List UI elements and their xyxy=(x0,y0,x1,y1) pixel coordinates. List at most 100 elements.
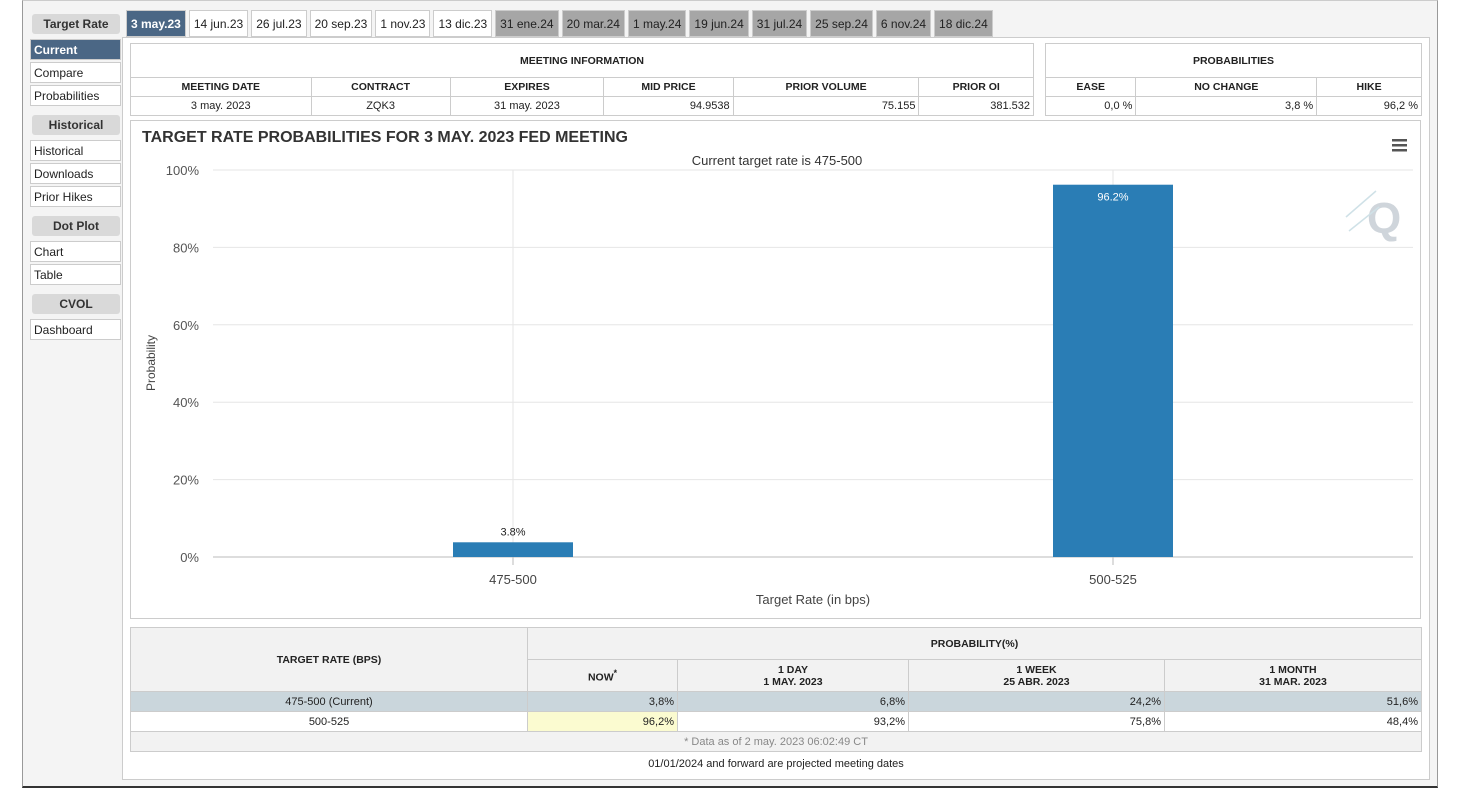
cell: 96,2% xyxy=(527,711,678,732)
meeting-tabs: 3 may.23 14 jun.23 26 jul.23 20 sep.23 1 nov… xyxy=(126,10,993,37)
x-axis-label: Target Rate (in bps) xyxy=(756,592,870,607)
nav-item[interactable]: Chart xyxy=(30,241,121,262)
cell: 31 may. 2023 xyxy=(449,96,605,116)
nav-header: Dot Plot xyxy=(32,216,120,236)
y-tick-label: 60% xyxy=(173,318,199,333)
column-header: MEETING DATE xyxy=(130,77,312,97)
meeting-tab[interactable]: 1 nov.23 xyxy=(375,10,431,37)
data-row: 475-500 (Current) 3,8% 6,8% 24,2% 51,6% xyxy=(130,691,1422,712)
meeting-info: MEETING INFORMATION MEETING DATE CONTRACT E… xyxy=(130,43,1034,116)
column-label: NOW xyxy=(587,671,614,684)
data-row: 0,0 % 3,8 % 96,2 % xyxy=(1044,96,1422,116)
y-tick-label: 0% xyxy=(180,550,199,565)
cell: 24,2% xyxy=(908,691,1165,712)
title-row: PROBABILITIES xyxy=(1045,43,1422,78)
chart: TARGET RATE PROBABILITIES FOR 3 MAY. 202… xyxy=(130,120,1421,619)
y-tick-label: 100% xyxy=(166,163,200,178)
meeting-tab[interactable]: 25 sep.24 xyxy=(810,10,873,37)
meeting-tab[interactable]: 1 may.24 xyxy=(627,10,687,37)
column-label: 1 DAY xyxy=(778,663,808,676)
cell: 51,6% xyxy=(1164,691,1422,712)
column-header: CONTRACT xyxy=(310,77,451,97)
column-header: 1 MONTH 31 MAR. 2023 xyxy=(1164,659,1422,692)
cell: 75,8% xyxy=(908,711,1165,732)
nav-group: Dot Plot Chart Table xyxy=(30,216,121,285)
column-header: EASE xyxy=(1044,77,1137,97)
meeting-tab[interactable]: 31 ene.24 xyxy=(495,10,559,37)
meeting-tab[interactable]: 6 nov.24 xyxy=(875,10,932,37)
group-header: PROBABILITY(%) xyxy=(527,627,1422,660)
column-date: 31 MAR. 2023 xyxy=(1259,675,1327,688)
cell: 3,8% xyxy=(527,691,678,712)
row-header: TARGET RATE (BPS) xyxy=(130,627,528,692)
data-label: 96.2% xyxy=(1097,192,1128,204)
column-header: NO CHANGE xyxy=(1135,77,1318,97)
meeting-tab[interactable]: 20 mar.24 xyxy=(561,10,625,37)
probabilities: PROBABILITIES EASE NO CHANGE HIKE 0,0 % 3,8 %… xyxy=(1044,43,1422,116)
data-row: 500-525 96,2% 93,2% 75,8% 48,4% xyxy=(130,711,1422,732)
y-tick-label: 20% xyxy=(173,473,199,488)
bar xyxy=(453,542,573,557)
chart-subtitle: Current target rate is 475-500 xyxy=(692,153,863,168)
cell: 6,8% xyxy=(677,691,909,712)
nav-item[interactable]: Probabilities xyxy=(30,85,121,106)
header-row: TARGET RATE (BPS) PROBABILITY(%) xyxy=(130,627,1422,692)
column-label: 1 WEEK xyxy=(1016,663,1057,676)
column-date: 1 MAY. 2023 xyxy=(763,675,823,688)
cell: 93,2% xyxy=(677,711,909,732)
column-mark: * xyxy=(613,667,618,678)
bar xyxy=(1053,184,1173,557)
meeting-tab[interactable]: 20 sep.23 xyxy=(309,10,373,37)
meeting-tab[interactable]: 3 may.23 xyxy=(126,10,186,37)
column-header: PRIOR VOLUME xyxy=(732,77,920,97)
column-date: 25 ABR. 2023 xyxy=(1003,675,1070,688)
logo: Q xyxy=(1345,190,1401,243)
table-title: PROBABILITIES xyxy=(1045,43,1422,78)
meeting-tab[interactable]: 13 dic.23 xyxy=(433,10,493,37)
nav-item[interactable]: Downloads xyxy=(30,163,121,184)
nav-group: Historical Historical Downloads Prior Hikes xyxy=(30,115,121,207)
cell: 75.155 xyxy=(732,96,920,116)
meeting-tab[interactable]: 31 jul.24 xyxy=(751,10,808,37)
chart-title: TARGET RATE PROBABILITIES FOR 3 MAY. 202… xyxy=(142,129,628,146)
meeting-tab[interactable]: 19 jun.24 xyxy=(689,10,749,37)
menu-icon[interactable] xyxy=(1392,139,1407,152)
nav-item[interactable]: Prior Hikes xyxy=(30,186,121,207)
column-header: HIKE xyxy=(1316,77,1422,97)
sidebar: Target Rate Current Compare Probabilities Hi… xyxy=(30,14,121,349)
column-label: 1 MONTH xyxy=(1269,663,1317,676)
column-header: MID PRICE xyxy=(603,77,734,97)
cell: 96,2 % xyxy=(1316,96,1422,116)
cell: ZQK3 xyxy=(310,96,451,116)
footer-note: 01/01/2024 and forward are projected mee… xyxy=(648,758,904,770)
meeting-tab[interactable]: 18 dic.24 xyxy=(934,10,993,37)
nav-group: CVOL Dashboard xyxy=(30,294,121,340)
column-header: EXPIRES xyxy=(449,77,605,97)
cell: 3 may. 2023 xyxy=(130,96,312,116)
cell: 475-500 (Current) xyxy=(130,691,528,712)
svg-text:Q: Q xyxy=(1367,194,1401,243)
meeting-tab[interactable]: 14 jun.23 xyxy=(188,10,249,37)
nav-group: Target Rate Current Compare Probabilities xyxy=(30,14,121,106)
column-header: 1 WEEK 25 ABR. 2023 xyxy=(908,659,1165,692)
data-note: * Data as of 2 may. 2023 06:02:49 CT xyxy=(130,731,1422,752)
nav-item[interactable]: Dashboard xyxy=(30,319,121,340)
nav-header: CVOL xyxy=(32,294,120,314)
nav-item[interactable]: Current xyxy=(30,39,121,60)
nav-header: Target Rate xyxy=(32,14,120,34)
cell: 381.532 xyxy=(918,96,1034,116)
nav-item[interactable]: Table xyxy=(30,264,121,285)
y-tick-label: 80% xyxy=(173,240,199,255)
cell: 0,0 % xyxy=(1044,96,1137,116)
x-tick-label: 475-500 xyxy=(489,572,537,587)
nav-item[interactable]: Historical xyxy=(30,140,121,161)
data-row: 3 may. 2023 ZQK3 31 may. 2023 94.9538 75.155… xyxy=(130,96,1034,116)
cell: 94.9538 xyxy=(603,96,734,116)
cell: 3,8 % xyxy=(1135,96,1318,116)
y-tick-label: 40% xyxy=(173,395,199,410)
title-row: MEETING INFORMATION xyxy=(130,43,1034,78)
meeting-tab[interactable]: 26 jul.23 xyxy=(251,10,307,37)
nav-item[interactable]: Compare xyxy=(30,62,121,83)
column-header: PRIOR OI xyxy=(918,77,1034,97)
